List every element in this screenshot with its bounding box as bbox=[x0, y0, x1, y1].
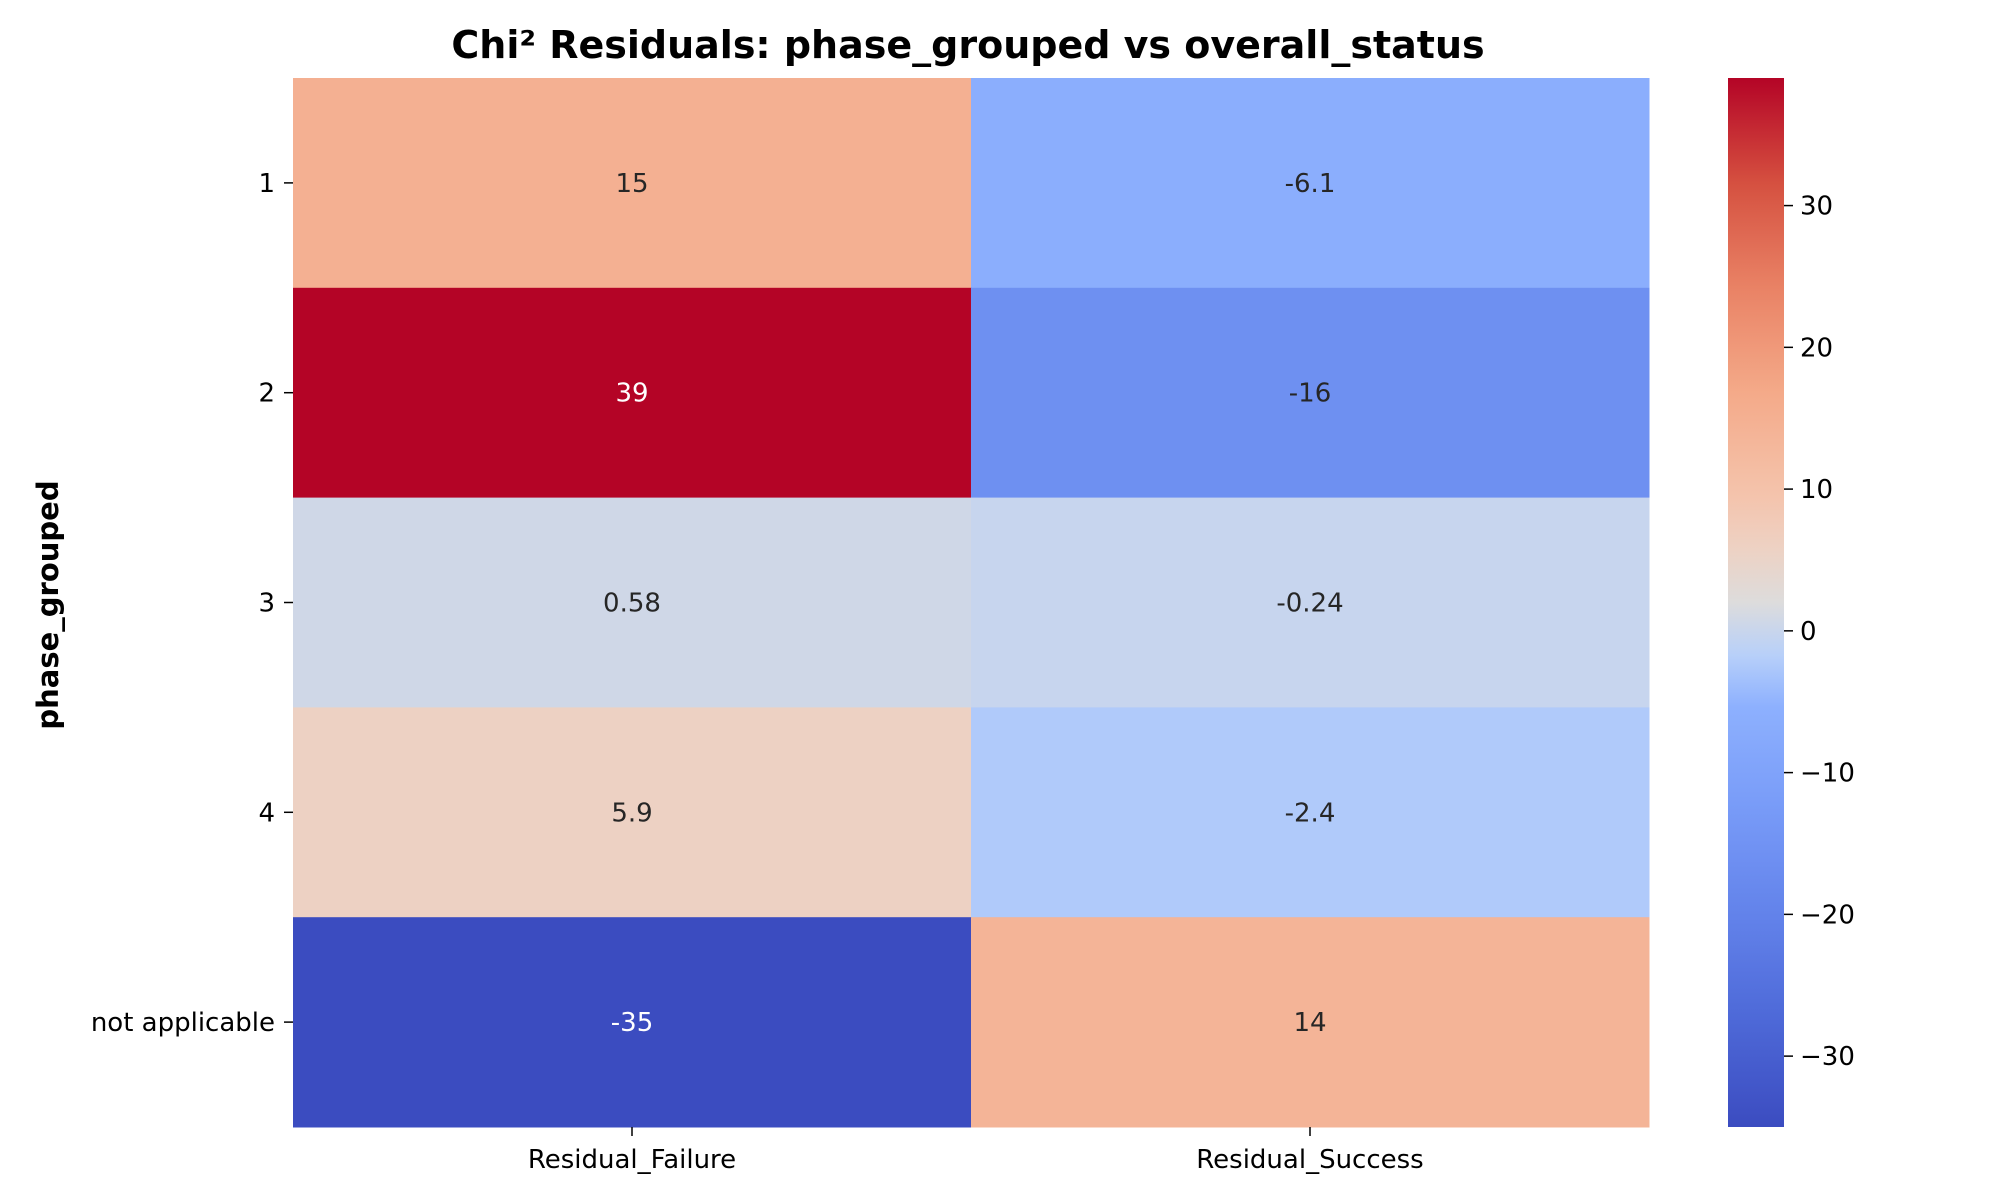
y-axis-ticks: 1 2 3 4 not applicable bbox=[91, 169, 293, 1038]
cell-value-label: 15 bbox=[615, 169, 648, 199]
cell-value-label: -35 bbox=[611, 1008, 653, 1038]
cell-value-label: -0.24 bbox=[1276, 589, 1343, 619]
x-tick-label: Residual_Success bbox=[1196, 1145, 1423, 1175]
x-axis-ticks: Residual_Failure Residual_Success bbox=[528, 1127, 1424, 1175]
colorbar bbox=[1728, 78, 1784, 1127]
y-axis-label: phase_grouped bbox=[31, 480, 65, 729]
cell-value-label: 0.58 bbox=[603, 589, 661, 619]
heatmap-cell bbox=[971, 497, 1650, 708]
heatmap-cells bbox=[293, 78, 1650, 1128]
y-tick-label: 1 bbox=[258, 169, 275, 199]
colorbar-tick-label: 20 bbox=[1800, 333, 1833, 363]
heatmap-cell bbox=[293, 78, 972, 289]
heatmap-cell bbox=[293, 707, 972, 918]
y-tick-label: 2 bbox=[258, 379, 275, 409]
cell-value-label: -16 bbox=[1289, 379, 1331, 409]
cell-value-label: -6.1 bbox=[1285, 169, 1336, 199]
y-tick-label: 3 bbox=[258, 589, 275, 619]
colorbar-tick-label: 0 bbox=[1800, 617, 1817, 647]
colorbar-tick-label: −20 bbox=[1800, 900, 1855, 930]
heatmap-cell bbox=[971, 917, 1650, 1128]
heatmap-cell-labels: 15 -6.1 39 -16 0.58 -0.24 5.9 -2.4 -35 14 bbox=[603, 169, 1344, 1038]
chart-title: Chi² Residuals: phase_grouped vs overall… bbox=[451, 23, 1484, 67]
cell-value-label: 39 bbox=[615, 379, 648, 409]
cell-value-label: -2.4 bbox=[1285, 798, 1336, 828]
cell-value-label: 14 bbox=[1293, 1008, 1326, 1038]
colorbar-tick-label: 10 bbox=[1800, 475, 1833, 505]
colorbar-tick-label: −10 bbox=[1800, 759, 1855, 789]
cell-value-label: 5.9 bbox=[611, 798, 652, 828]
heatmap-cell bbox=[971, 287, 1650, 499]
heatmap-cell bbox=[293, 917, 972, 1128]
colorbar-ticks: 30 20 10 0 −10 −20 −30 bbox=[1784, 192, 1855, 1072]
colorbar-tick-label: 30 bbox=[1800, 192, 1833, 222]
heatmap-cell bbox=[971, 707, 1650, 918]
y-tick-label: 4 bbox=[258, 798, 275, 828]
heatmap-cell bbox=[293, 497, 972, 708]
heatmap-cell bbox=[293, 287, 972, 499]
y-tick-label: not applicable bbox=[91, 1008, 275, 1038]
heatmap-cell bbox=[971, 78, 1650, 289]
colorbar-tick-label: −30 bbox=[1800, 1042, 1855, 1072]
x-tick-label: Residual_Failure bbox=[528, 1145, 736, 1175]
